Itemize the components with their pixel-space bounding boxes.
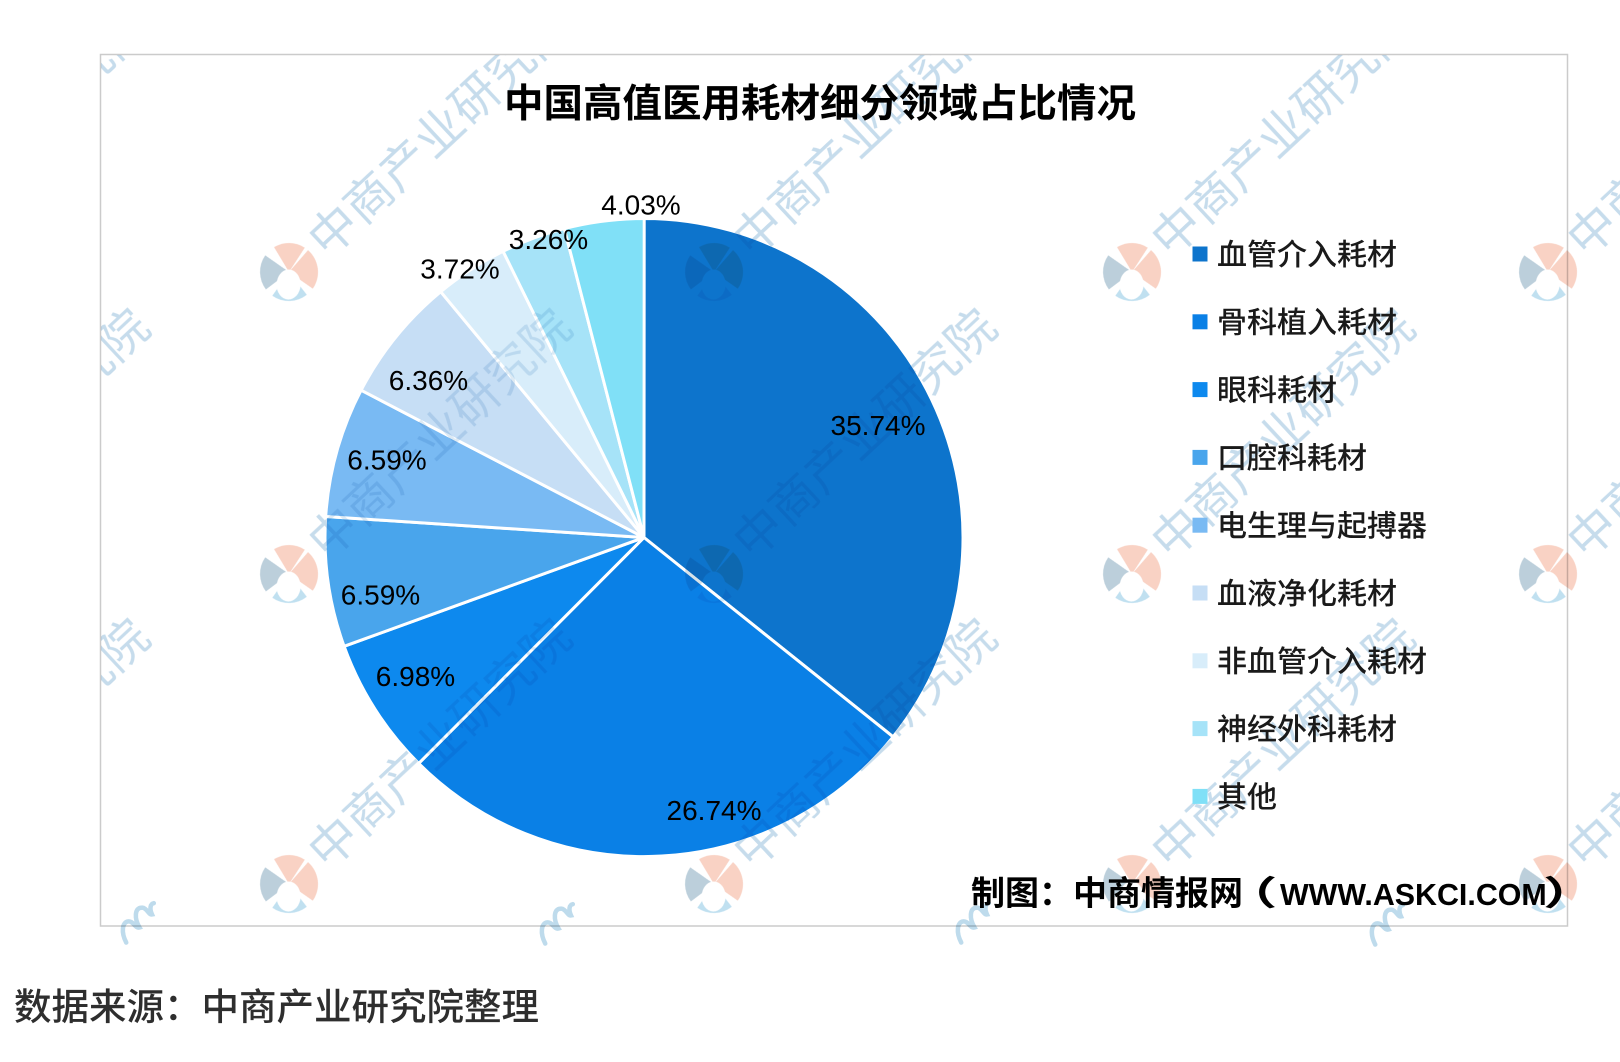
svg-text:6.98%: 6.98% — [376, 661, 455, 692]
svg-text:35.74%: 35.74% — [831, 410, 926, 441]
svg-text:3.26%: 3.26% — [509, 224, 588, 255]
svg-text:6.36%: 6.36% — [389, 365, 468, 396]
svg-text:6.59%: 6.59% — [341, 580, 420, 611]
svg-text:4.03%: 4.03% — [601, 190, 680, 221]
svg-text:26.74%: 26.74% — [667, 795, 762, 826]
svg-text:6.59%: 6.59% — [347, 445, 426, 476]
svg-text:WWW.ASKCI.COM: WWW.ASKCI.COM — [1280, 878, 1547, 912]
svg-text:3.72%: 3.72% — [420, 254, 499, 285]
